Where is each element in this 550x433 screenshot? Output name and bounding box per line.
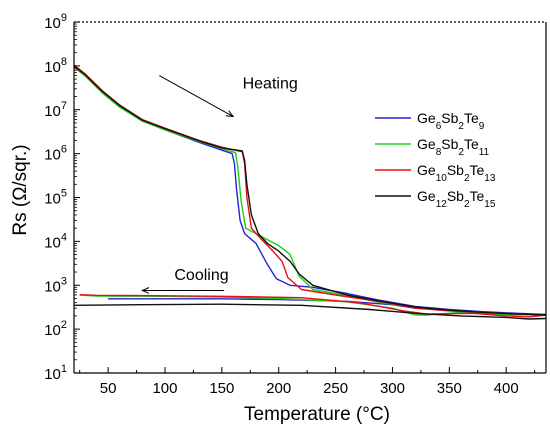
series-line-Ge12Sb2Te15-cooling [73,303,547,320]
y-axis-label: Rs (Ω/sqr.) [10,144,31,235]
x-tick-label: 200 [266,380,291,397]
y-tick-label: 106 [44,144,67,164]
x-tick-label: 150 [209,380,234,397]
legend-entry: Ge6Sb2Te9 [417,110,485,132]
x-axis-label: Temperature (°C) [244,404,390,425]
annotation-label: Cooling [174,267,228,284]
legend-entry: Ge8Sb2Te11 [417,136,490,158]
y-tick-label: 105 [44,188,67,208]
axes: 50 100 150 200 250 300 350 400 101 102 103 104 105 10… [44,12,547,397]
legend-entry: Ge10Sb2Te13 [417,162,496,184]
x-tick-label: 50 [100,380,117,397]
x-tick-label: 350 [437,380,462,397]
series-line-Ge12Sb2Te15-heating [73,65,547,316]
y-tick-label: 104 [44,231,67,251]
annotation-label: Heating [243,75,298,92]
x-tick-label: 100 [152,380,177,397]
annotation-arrow [159,75,233,117]
series-line-Ge10Sb2Te13-cooling [79,294,547,318]
x-tick-label: 250 [323,380,348,397]
y-tick-label: 103 [44,275,67,295]
plot-lines [73,64,547,320]
y-tick-label: 108 [44,56,67,76]
x-tick-label: 400 [494,380,519,397]
y-tick-label: 107 [44,100,67,120]
x-tick-label: 300 [380,380,405,397]
y-tick-label: 101 [44,363,67,383]
legend: Ge6Sb2Te9 Ge8Sb2Te11 Ge10Sb2Te13 Ge12Sb2Te1… [375,110,496,210]
y-tick-label: 109 [44,12,67,32]
y-tick-label: 102 [44,319,67,339]
legend-entry: Ge12Sb2Te15 [417,188,496,210]
annotations: Heating Cooling [142,75,298,290]
